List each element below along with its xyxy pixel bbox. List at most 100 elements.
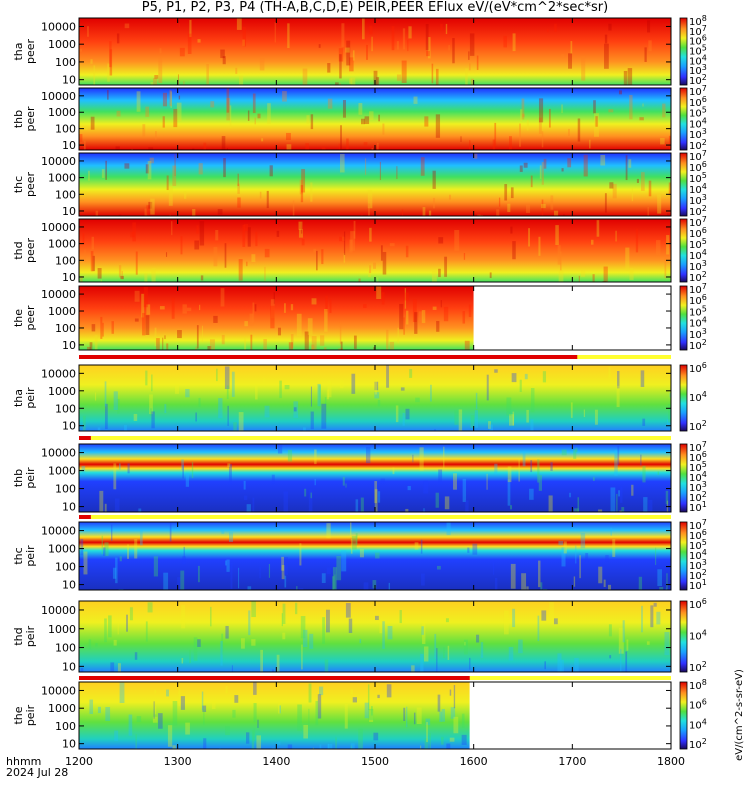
texture-stripe <box>281 556 285 571</box>
texture-stripe <box>112 567 117 579</box>
texture-stripe <box>245 732 250 744</box>
texture-stripe <box>642 103 644 107</box>
y-tick-label: 100 <box>55 402 76 415</box>
texture-stripe <box>220 49 225 59</box>
texture-stripe <box>349 78 353 84</box>
texture-stripe <box>659 586 664 590</box>
texture-stripe <box>627 68 633 85</box>
texture-stripe <box>227 405 229 426</box>
texture-stripe <box>163 572 169 590</box>
y-tick-label: 100 <box>55 642 76 655</box>
texture-stripe <box>345 483 347 488</box>
texture-stripe <box>86 26 89 37</box>
texture-stripe <box>520 109 523 122</box>
texture-stripe <box>670 91 671 100</box>
texture-stripe <box>376 142 379 150</box>
texture-stripe <box>135 734 137 749</box>
texture-stripe <box>345 603 351 618</box>
texture-stripe <box>115 557 118 584</box>
texture-stripe <box>374 392 380 399</box>
texture-stripe <box>414 542 419 550</box>
texture-stripe <box>594 113 599 137</box>
texture-stripe <box>429 732 431 749</box>
texture-stripe <box>314 478 316 486</box>
texture-stripe <box>339 83 341 85</box>
texture-stripe <box>521 98 525 120</box>
texture-stripe <box>271 747 277 749</box>
texture-stripe <box>277 741 281 745</box>
texture-stripe <box>268 563 271 578</box>
texture-stripe <box>281 613 283 627</box>
texture-stripe <box>407 485 411 491</box>
texture-stripe <box>303 724 308 739</box>
texture-stripe <box>321 147 326 150</box>
texture-stripe <box>604 43 609 69</box>
texture-stripe <box>550 195 554 210</box>
colorbar-tick-label: 103 <box>689 480 707 494</box>
texture-stripe <box>300 616 306 639</box>
texture-stripe <box>667 419 670 427</box>
texture-stripe <box>537 615 540 642</box>
texture-stripe <box>438 469 443 485</box>
texture-stripe <box>306 115 310 124</box>
texture-stripe <box>512 33 516 52</box>
texture-stripe <box>618 490 621 497</box>
texture-stripe <box>327 63 331 73</box>
texture-stripe <box>614 450 618 476</box>
texture-stripe <box>108 615 112 638</box>
y-tick-label: 10 <box>62 501 76 514</box>
colorbar-tick-label: 103 <box>689 558 707 572</box>
texture-stripe <box>668 182 671 196</box>
texture-stripe <box>242 26 246 47</box>
texture-stripe <box>369 265 372 274</box>
colorbar-tick-label: 102 <box>689 73 707 87</box>
texture-stripe <box>526 586 529 590</box>
y-tick-label: 1000 <box>48 172 76 185</box>
texture-stripe <box>382 621 385 649</box>
texture-stripe <box>316 250 318 271</box>
texture-stripe <box>342 476 345 486</box>
texture-stripe <box>496 209 500 216</box>
panel-species-label: peer <box>24 172 37 198</box>
texture-stripe <box>561 54 565 59</box>
texture-stripe <box>321 573 326 584</box>
texture-stripe <box>575 545 577 564</box>
texture-stripe <box>426 50 430 57</box>
texture-stripe <box>298 229 303 238</box>
texture-stripe <box>476 634 480 643</box>
texture-stripe <box>99 490 104 512</box>
texture-stripe <box>195 412 197 422</box>
texture-stripe <box>507 479 511 506</box>
texture-stripe <box>287 744 293 749</box>
texture-stripe <box>284 385 290 390</box>
texture-stripe <box>217 209 223 215</box>
y-tick-label: 10000 <box>41 155 76 168</box>
spectrogram-image <box>79 219 671 282</box>
texture-stripe <box>100 316 103 339</box>
texture-stripe <box>604 193 607 213</box>
texture-stripe <box>97 706 101 714</box>
texture-stripe <box>134 652 138 660</box>
texture-stripe <box>325 609 330 633</box>
texture-stripe <box>498 197 501 207</box>
texture-stripe <box>237 173 239 187</box>
texture-stripe <box>226 385 229 400</box>
texture-stripe <box>631 188 633 202</box>
y-tick-label: 10 <box>62 271 76 284</box>
y-tick-label: 10 <box>62 205 76 218</box>
texture-stripe <box>239 75 244 85</box>
texture-stripe <box>253 728 256 741</box>
texture-stripe <box>153 556 159 577</box>
texture-stripe <box>381 292 385 305</box>
texture-stripe <box>371 148 373 150</box>
texture-stripe <box>401 60 407 84</box>
texture-stripe <box>560 659 564 672</box>
texture-stripe <box>213 315 218 323</box>
texture-stripe <box>324 659 329 672</box>
texture-stripe <box>666 573 668 590</box>
texture-stripe <box>660 137 665 145</box>
texture-stripe <box>666 235 670 255</box>
colorbar-tick-label: 108 <box>689 678 707 692</box>
y-tick-label: 10000 <box>41 90 76 103</box>
texture-stripe <box>201 325 203 343</box>
